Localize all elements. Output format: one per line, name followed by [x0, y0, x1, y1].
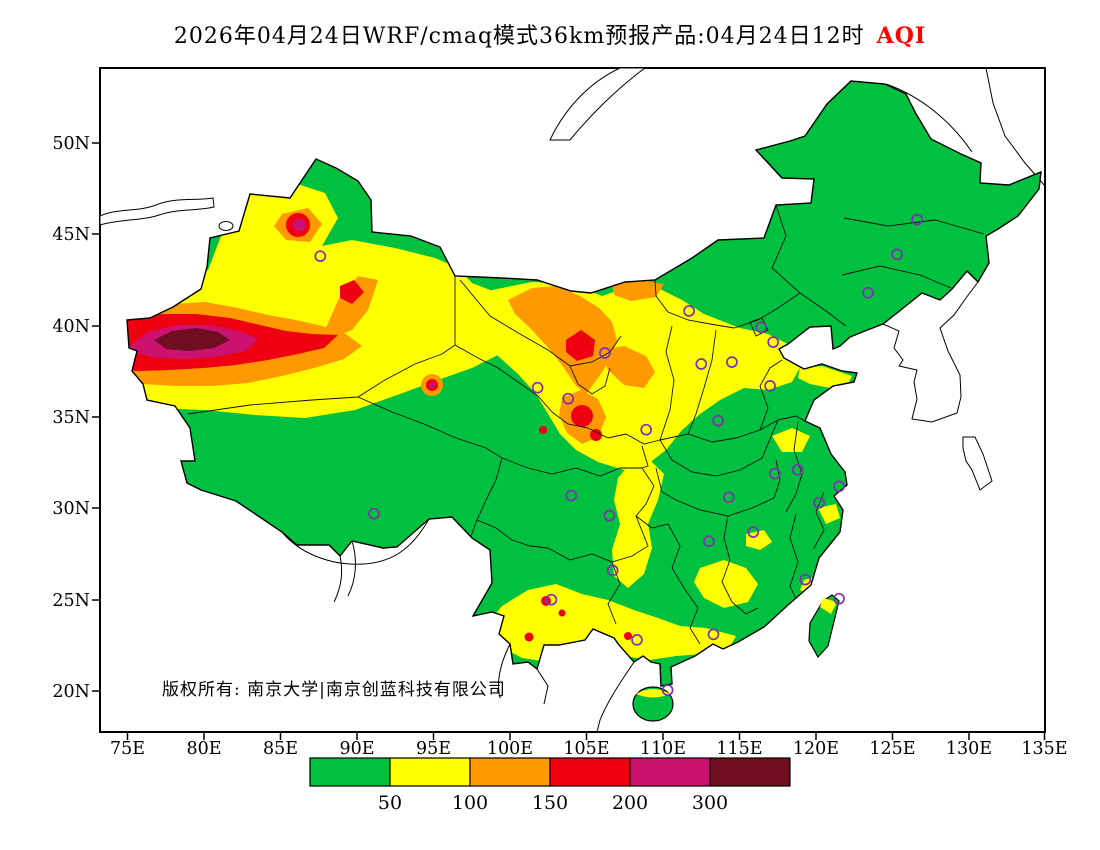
- x-tick-label: 135E: [1021, 739, 1067, 759]
- y-tick-label: 20N: [52, 682, 90, 702]
- x-tick-label: 100E: [487, 739, 533, 759]
- y-axis-ticks: [92, 142, 100, 692]
- city-marker: [606, 564, 619, 577]
- city-marker: [712, 414, 724, 427]
- x-tick-label: 115E: [716, 739, 762, 759]
- city-marker: [368, 507, 380, 520]
- plot-title: 2026年04月24日WRF/cmaq模式36km预报产品:04月24日12时 A…: [0, 18, 1100, 50]
- plot-title-variable: AQI: [876, 23, 927, 49]
- legend-swatch-gt300: [709, 757, 791, 787]
- city-marker: [799, 573, 812, 586]
- plot-frame: [92, 67, 1046, 740]
- city-marker: [545, 593, 558, 606]
- legend-swatch-100-150: [469, 757, 551, 787]
- lake-balkhash-outline: [100, 197, 215, 226]
- kyushu-outline: [962, 436, 993, 491]
- city-marker: [833, 592, 845, 605]
- city-marker: [531, 381, 544, 394]
- legend-colorbar: 50 100 150 200 300: [309, 757, 791, 814]
- x-tick-label: 85E: [263, 739, 298, 759]
- legend-label: 300: [692, 792, 728, 814]
- city-marker: [703, 535, 715, 548]
- x-tick-label: 110E: [640, 739, 686, 759]
- legend-label: 200: [612, 792, 648, 814]
- bangladesh-border: [333, 540, 356, 603]
- y-tick-label: 30N: [52, 499, 90, 519]
- legend-label: 50: [378, 792, 402, 814]
- x-tick-label: 125E: [869, 739, 915, 759]
- x-axis-labels: 75E 80E 85E 90E 95E 100E 105E 110E 115E …: [110, 739, 1068, 759]
- vietnam-coast: [596, 661, 635, 732]
- city-marker: [755, 321, 767, 334]
- laos-vietnam-border: [536, 668, 549, 705]
- x-tick-label: 95E: [416, 739, 451, 759]
- hainan-island: [632, 686, 674, 722]
- city-marker: [695, 358, 708, 370]
- china-outline: [126, 80, 1042, 687]
- city-marker: [891, 248, 903, 261]
- city-marker: [683, 305, 695, 317]
- city-marker: [747, 526, 760, 538]
- city-marker: [707, 628, 720, 641]
- legend-label: 100: [452, 792, 488, 814]
- foreign-outlines: [100, 68, 1045, 732]
- city-marker: [764, 380, 776, 392]
- x-tick-label: 80E: [186, 739, 221, 759]
- province-borders: [187, 204, 985, 645]
- amur-river: [885, 83, 973, 153]
- x-tick-label: 120E: [793, 739, 839, 759]
- lake-baikal-outline: [549, 68, 646, 141]
- y-tick-label: 25N: [52, 591, 90, 611]
- y-tick-label: 40N: [52, 317, 90, 337]
- city-marker: [631, 634, 643, 646]
- taiwan-yellow-patch: [820, 598, 837, 614]
- y-axis-labels: 50N 45N 40N 35N 30N 25N 20N: [52, 134, 90, 702]
- plot-title-text: 2026年04月24日WRF/cmaq模式36km预报产品:04月24日12时: [173, 24, 865, 49]
- x-tick-label: 75E: [110, 739, 145, 759]
- city-marker: [862, 286, 874, 299]
- lake-alakol-outline: [218, 221, 234, 231]
- city-marker: [722, 491, 735, 504]
- city-marker: [565, 489, 578, 502]
- x-tick-label: 105E: [563, 739, 609, 759]
- legend-label: 150: [532, 792, 568, 814]
- city-marker: [599, 347, 611, 359]
- city-marker: [833, 480, 845, 493]
- city-markers: [314, 213, 923, 696]
- city-marker: [640, 423, 653, 436]
- city-marker: [767, 336, 780, 348]
- myanmar-laos-border: [497, 643, 511, 699]
- hainan-yellow-patch: [636, 689, 670, 698]
- city-marker: [911, 213, 923, 226]
- aqi-over-300-regions: [154, 328, 230, 351]
- y-tick-label: 45N: [52, 225, 90, 245]
- map-area: 版权所有: 南京大学|南京创蓝科技有限公司: [100, 68, 1045, 732]
- city-marker: [562, 392, 575, 405]
- taiwan-island: [808, 594, 840, 659]
- copyright-text: 版权所有: 南京大学|南京创蓝科技有限公司: [162, 680, 506, 700]
- sea-of-japan-coast: [985, 68, 1045, 187]
- legend-swatch-150-200: [549, 757, 631, 787]
- y-tick-label: 50N: [52, 134, 90, 154]
- city-marker: [791, 464, 804, 476]
- city-marker: [603, 509, 616, 522]
- korea-outline: [882, 281, 979, 423]
- city-marker: [813, 496, 825, 509]
- city-marker: [768, 467, 781, 480]
- nepal-border: [281, 518, 430, 565]
- city-marker: [661, 684, 674, 696]
- city-marker: [314, 250, 327, 263]
- legend-swatch-200-300: [629, 757, 711, 787]
- x-tick-label: 90E: [339, 739, 374, 759]
- legend-swatch-lt50: [309, 757, 391, 787]
- legend-swatch-50-100: [389, 757, 471, 787]
- x-axis-ticks: [126, 732, 1046, 740]
- x-tick-label: 130E: [946, 739, 992, 759]
- y-tick-label: 35N: [52, 408, 90, 428]
- city-marker: [726, 356, 738, 368]
